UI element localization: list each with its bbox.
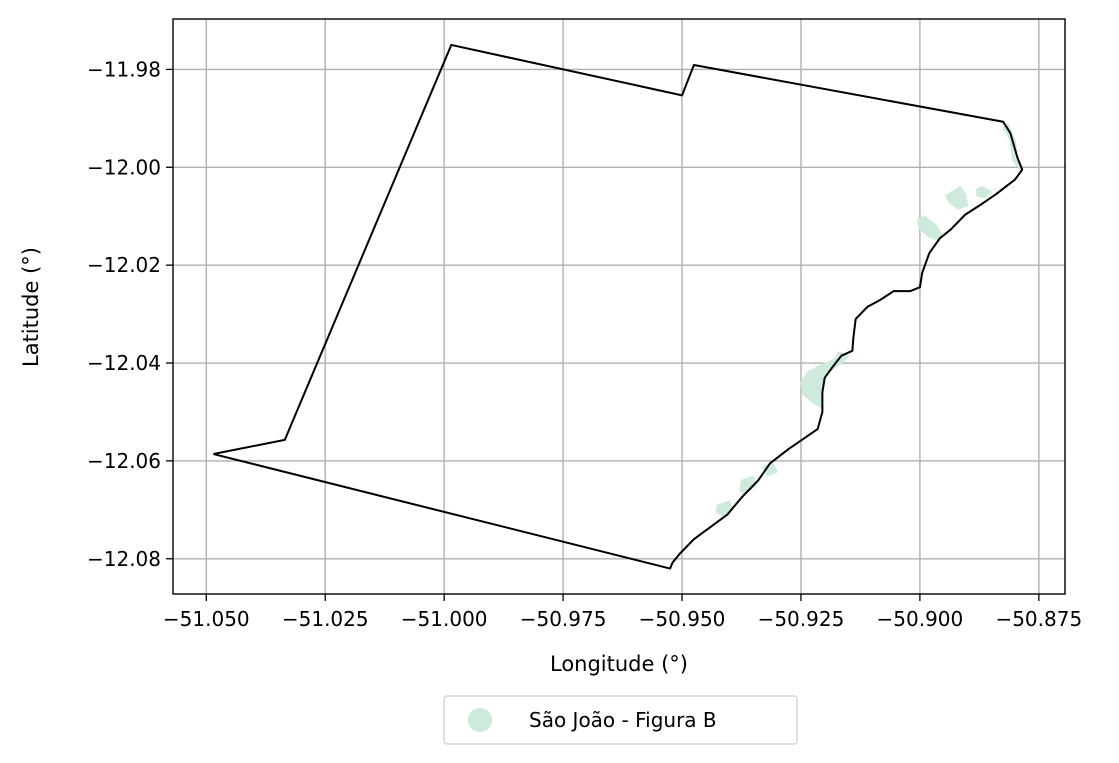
x-tick-label: −50.900 [877, 607, 964, 631]
y-tick-label: −12.02 [87, 253, 161, 277]
y-tick-label: −12.08 [87, 547, 161, 571]
x-axis-label: Longitude (°) [550, 652, 688, 676]
y-tick-label: −12.00 [87, 155, 161, 179]
x-tick-label: −50.925 [758, 607, 845, 631]
x-tick-label: −50.875 [995, 607, 1082, 631]
y-axis-label: Latitude (°) [19, 247, 43, 367]
sao-joao-feature [976, 186, 993, 199]
x-tick-label: −50.950 [639, 607, 726, 631]
legend-label: São João - Figura B [529, 708, 717, 732]
y-tick-label: −12.06 [87, 449, 161, 473]
grid-lines [173, 19, 1065, 594]
legend-frame [443, 695, 798, 745]
sao-joao-feature [945, 186, 969, 210]
x-tick-label: −51.000 [401, 607, 488, 631]
legend-marker [468, 708, 492, 732]
x-tick-label: −51.050 [163, 607, 250, 631]
sao-joao-feature [1002, 123, 1022, 171]
x-tick-label: −50.975 [520, 607, 607, 631]
boundary-line [213, 43, 1024, 570]
municipality-boundary [213, 43, 1024, 570]
y-tick-label: −11.98 [87, 57, 161, 81]
legend: São João - Figura B [443, 695, 798, 745]
x-tick-label: −51.025 [282, 607, 369, 631]
sao-joao-feature [715, 500, 733, 517]
axis-ticks: −51.050 −51.025 −51.000 −50.975 −50.950 −50.9… [87, 57, 1082, 631]
sao-joao-feature [800, 351, 850, 408]
plot-frame [172, 18, 1066, 595]
y-tick-label: −12.04 [87, 351, 161, 375]
